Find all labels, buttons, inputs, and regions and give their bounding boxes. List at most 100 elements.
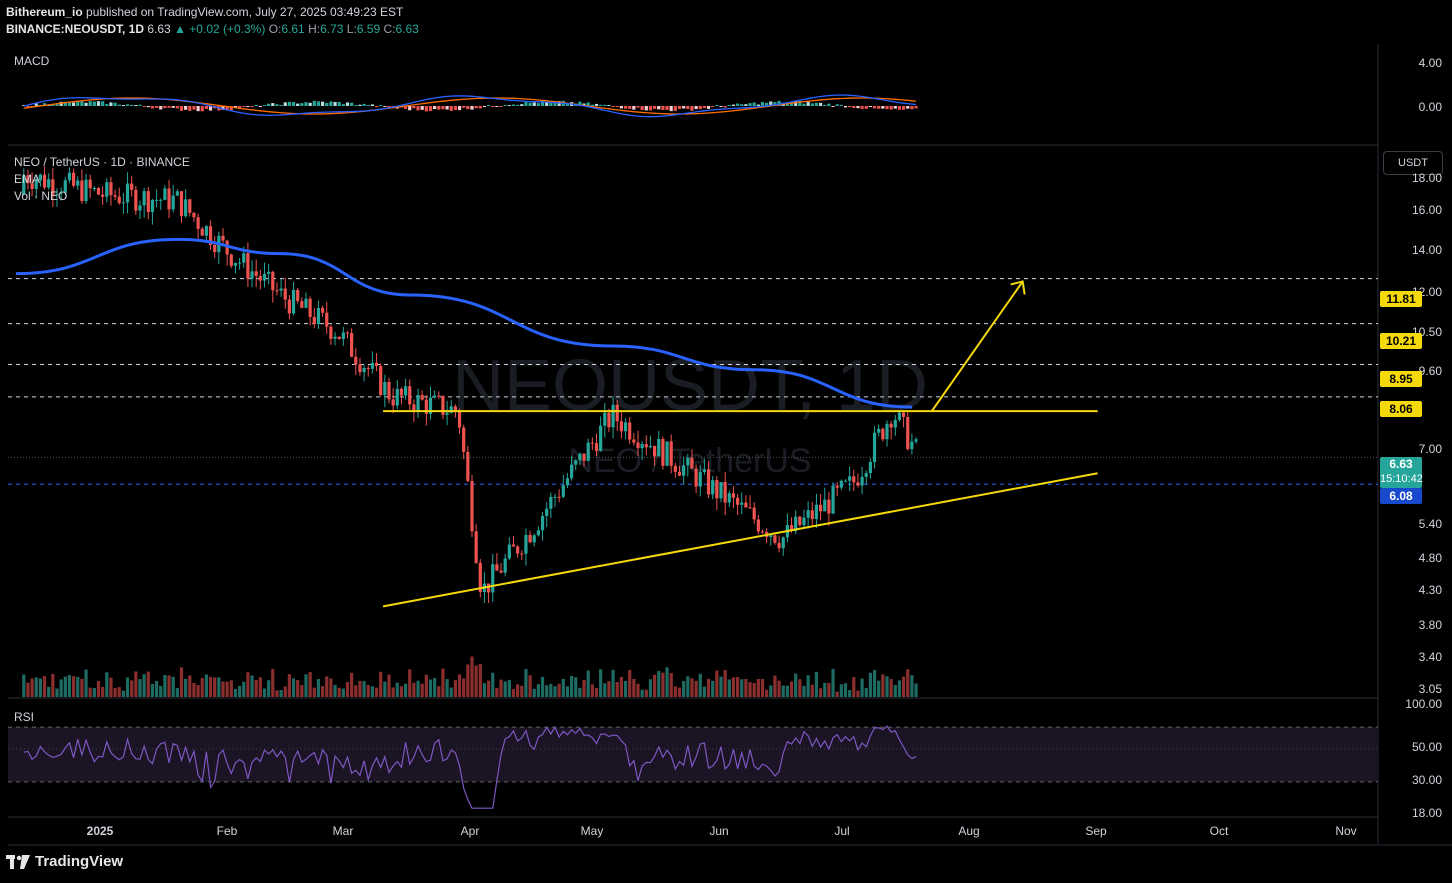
volume-bar bbox=[59, 679, 63, 697]
volume-bar bbox=[578, 687, 582, 697]
candle-body bbox=[51, 179, 55, 195]
candle-body bbox=[752, 507, 756, 520]
candle-body bbox=[428, 397, 433, 414]
level-badge: 11.81 bbox=[1380, 291, 1422, 307]
macd-histogram-bar bbox=[96, 101, 101, 106]
macd-histogram-bar bbox=[682, 106, 686, 109]
candle-body bbox=[412, 404, 416, 412]
volume-bar bbox=[420, 683, 424, 697]
volume-bar bbox=[906, 669, 910, 697]
candle-body bbox=[80, 180, 84, 202]
time-axis-label: Apr bbox=[460, 824, 480, 838]
volume-bar bbox=[80, 678, 84, 697]
candle-body bbox=[453, 406, 457, 412]
macd-histogram-bar bbox=[445, 106, 449, 110]
candle-body bbox=[486, 583, 491, 593]
candle-body bbox=[63, 180, 67, 193]
volume-bar bbox=[441, 668, 445, 697]
macd-histogram-bar bbox=[740, 104, 744, 106]
candle-body bbox=[163, 188, 167, 200]
ema-title[interactable]: EMA bbox=[14, 172, 41, 186]
macd-histogram-bar bbox=[640, 106, 644, 111]
volume-bar bbox=[379, 671, 383, 697]
volume-bar bbox=[424, 674, 428, 697]
macd-histogram-bar bbox=[565, 103, 570, 106]
candle-body bbox=[88, 179, 92, 189]
macd-histogram-bar bbox=[474, 106, 478, 109]
candle-body bbox=[71, 172, 76, 186]
macd-histogram-bar bbox=[582, 103, 586, 106]
macd-histogram-bar bbox=[350, 102, 354, 106]
candle-body bbox=[59, 192, 63, 194]
macd-histogram-bar bbox=[524, 101, 528, 106]
macd-title[interactable]: MACD bbox=[14, 54, 50, 68]
volume-bar bbox=[283, 686, 287, 697]
price-axis-label: 3.05 bbox=[1418, 682, 1442, 696]
macd-histogram-bar bbox=[379, 105, 383, 106]
macd-histogram-bar bbox=[76, 100, 80, 106]
macd-histogram-bar bbox=[403, 106, 408, 109]
macd-histogram-bar bbox=[686, 106, 690, 110]
volume-bar bbox=[615, 682, 619, 697]
macd-histogram-bar bbox=[735, 103, 740, 106]
macd-histogram-bar bbox=[706, 106, 711, 109]
candle-body bbox=[350, 333, 354, 357]
candle-body bbox=[777, 542, 781, 549]
candle-body bbox=[146, 191, 150, 213]
macd-histogram-bar bbox=[827, 103, 831, 106]
volume-bar bbox=[644, 689, 648, 697]
volume-bar bbox=[532, 688, 536, 697]
volume-bar bbox=[196, 685, 200, 697]
time-axis-label: May bbox=[580, 824, 604, 838]
support-badge: 6.08 bbox=[1380, 488, 1422, 504]
volume-bar bbox=[549, 683, 553, 697]
macd-histogram-bar bbox=[839, 104, 843, 106]
main-pane-title[interactable]: NEO / TetherUS · 1D · BINANCE bbox=[14, 155, 190, 169]
macd-histogram-bar bbox=[267, 103, 271, 106]
level-badge: 8.06 bbox=[1380, 401, 1422, 417]
macd-histogram-bar bbox=[233, 106, 238, 108]
macd-histogram-bar bbox=[188, 106, 192, 111]
macd-histogram-bar bbox=[192, 106, 196, 110]
macd-histogram-bar bbox=[516, 104, 520, 106]
volume-bar bbox=[433, 677, 437, 697]
candle-body bbox=[661, 438, 665, 466]
open-label: O: bbox=[268, 22, 282, 36]
macd-histogram-bar bbox=[420, 106, 424, 110]
candle-body bbox=[578, 453, 582, 461]
candle-body bbox=[354, 356, 358, 365]
volume-bar bbox=[117, 687, 121, 697]
candle-body bbox=[130, 183, 134, 190]
volume-bar bbox=[26, 682, 30, 697]
tradingview-logo[interactable]: TradingView bbox=[6, 853, 123, 870]
candle-body bbox=[549, 496, 553, 509]
publisher-name: Bithereum_io bbox=[6, 5, 83, 19]
macd-histogram-bar bbox=[221, 106, 225, 110]
last-price-value: 6.63 bbox=[1389, 457, 1413, 471]
volume-bar bbox=[478, 664, 482, 697]
candle-body bbox=[237, 262, 242, 264]
macd-histogram-bar bbox=[777, 100, 781, 106]
macd-histogram-bar bbox=[312, 100, 316, 106]
volume-bar bbox=[586, 670, 590, 697]
volume-bar bbox=[516, 684, 520, 697]
currency-button[interactable]: USDT bbox=[1383, 151, 1443, 175]
macd-histogram-bar bbox=[291, 102, 296, 106]
volume-bar bbox=[250, 675, 254, 697]
macd-histogram-bar bbox=[84, 102, 88, 106]
volume-title[interactable]: Vol · NEO bbox=[14, 189, 68, 203]
candle-body bbox=[599, 425, 603, 451]
candle-body bbox=[308, 298, 312, 317]
volume-bar bbox=[507, 679, 511, 697]
volume-bar bbox=[611, 669, 615, 697]
candle-body bbox=[188, 199, 192, 213]
volume-bar bbox=[565, 686, 570, 697]
candle-body bbox=[84, 179, 88, 202]
macd-histogram-bar bbox=[603, 104, 607, 106]
rsi-title[interactable]: RSI bbox=[14, 710, 35, 724]
volume-bar bbox=[304, 674, 308, 697]
low-value: 6.59 bbox=[356, 22, 381, 36]
time-axis-label: 2025 bbox=[86, 824, 114, 838]
candle-body bbox=[171, 195, 175, 210]
